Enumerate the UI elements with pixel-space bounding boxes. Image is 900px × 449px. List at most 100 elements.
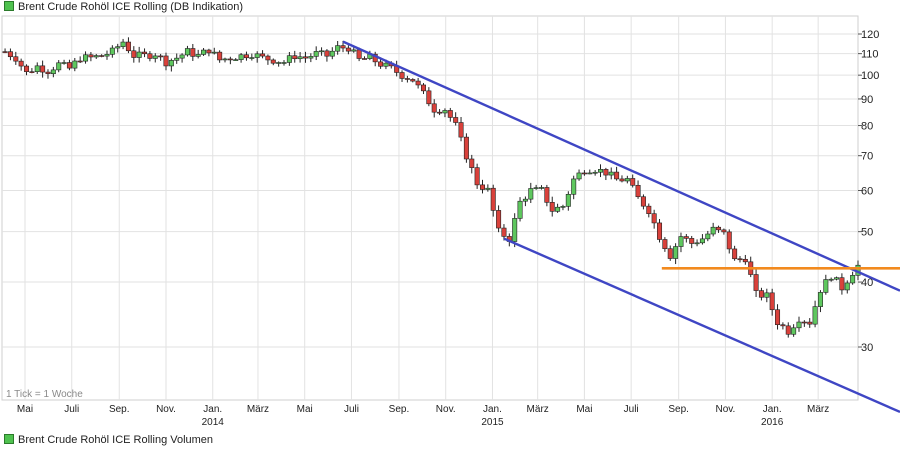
candle-down — [378, 61, 384, 67]
y-tick-label: 80 — [861, 121, 873, 133]
candle-down — [769, 292, 775, 311]
candle-down — [415, 80, 421, 86]
candle-down — [142, 51, 148, 55]
candle-up — [850, 275, 856, 284]
candle-down — [662, 239, 668, 249]
x-tick-label: Mai — [297, 404, 313, 415]
candle-down — [753, 274, 759, 291]
x-tick-label: Jan. — [763, 404, 782, 415]
y-tick-label: 50 — [861, 227, 873, 239]
candle-up — [587, 172, 593, 175]
y-tick-label: 30 — [861, 342, 873, 354]
x-tick-label: Nov. — [436, 404, 456, 415]
candle-down — [217, 51, 223, 61]
y-tick-label: 90 — [861, 94, 873, 106]
candle-up — [828, 278, 834, 281]
price-legend: Brent Crude Rohöl ICE Rolling (DB Indika… — [4, 1, 243, 13]
candle-down — [581, 172, 587, 175]
candle-down — [619, 178, 625, 182]
x-tick-label: März — [247, 404, 269, 415]
candle-down — [88, 54, 94, 58]
candle-down — [45, 71, 51, 75]
candle-down — [775, 309, 781, 326]
x-tick-label: Sep. — [389, 404, 410, 415]
candle-down — [227, 58, 233, 61]
candle-down — [737, 258, 743, 261]
candle-up — [222, 58, 228, 61]
candle-up — [168, 60, 174, 67]
candle-down — [66, 62, 72, 69]
candle-up — [249, 57, 255, 59]
candle-up — [329, 50, 335, 57]
candle-up — [383, 62, 389, 67]
candle-down — [780, 324, 786, 327]
candle-up — [195, 54, 201, 57]
y-tick-label: 100 — [861, 70, 879, 82]
candle-up — [710, 226, 716, 235]
x-tick-label: März — [527, 404, 549, 415]
y-axis: 30 40 50 60 70 80 90 100 110 120 — [858, 29, 879, 354]
candle-down — [29, 71, 35, 73]
candle-up — [673, 246, 679, 259]
candle-down — [265, 55, 271, 61]
candle-down — [651, 213, 657, 224]
candle-down — [270, 59, 276, 64]
series-color-swatch — [4, 1, 14, 11]
candle-down — [726, 231, 732, 250]
candle-down — [340, 45, 346, 49]
x-tick-label: Sep. — [668, 404, 689, 415]
candle-up — [823, 279, 829, 293]
candle-up — [83, 54, 89, 62]
candle-down — [410, 79, 416, 82]
candle-up — [565, 193, 571, 207]
candle-down — [206, 49, 212, 54]
candle-up — [817, 292, 823, 307]
candle-down — [163, 55, 169, 67]
candle-up — [764, 292, 770, 298]
candle-up — [152, 55, 158, 59]
candle-down — [447, 110, 453, 118]
trend-annotations — [342, 40, 900, 414]
candle-down — [758, 290, 764, 298]
candle-up — [56, 62, 62, 71]
candle-down — [732, 248, 738, 260]
candle-down — [683, 236, 689, 239]
candle-up — [211, 51, 217, 54]
candle-up — [560, 206, 566, 208]
x-tick-label: Juli — [64, 404, 79, 415]
y-tick-label: 40 — [861, 277, 873, 289]
candle-up — [319, 50, 325, 53]
candle-up — [313, 51, 319, 57]
candle-down — [356, 49, 362, 59]
candle-up — [254, 53, 260, 58]
candle-down — [125, 41, 131, 52]
price-series-label: Brent Crude Rohöl ICE Rolling (DB Indika… — [18, 1, 243, 13]
x-year-label: 2015 — [481, 417, 504, 428]
candle-down — [453, 117, 459, 123]
lower-channel-line — [503, 237, 900, 414]
plot-frame — [1, 15, 859, 401]
candle-down — [404, 78, 410, 80]
candle-down — [243, 54, 249, 59]
volume-legend: Brent Crude Rohöl ICE Rolling Volumen — [4, 434, 213, 446]
candle-down — [640, 196, 646, 207]
candlestick-series — [2, 37, 861, 338]
candle-down — [496, 210, 502, 229]
candle-up — [812, 306, 818, 325]
candle-down — [302, 56, 308, 59]
candle-down — [437, 111, 443, 114]
x-year-label: 2014 — [202, 417, 225, 428]
candle-down — [614, 171, 620, 180]
x-year-label: 2016 — [761, 417, 784, 428]
candle-down — [420, 84, 426, 92]
candle-up — [184, 48, 190, 56]
candle-down — [807, 321, 813, 325]
candle-up — [624, 178, 630, 182]
x-tick-label: Mai — [17, 404, 33, 415]
candle-down — [474, 167, 480, 186]
candle-down — [40, 65, 46, 73]
candle-down — [292, 55, 298, 60]
candle-down — [399, 72, 405, 79]
candle-down — [742, 258, 748, 263]
